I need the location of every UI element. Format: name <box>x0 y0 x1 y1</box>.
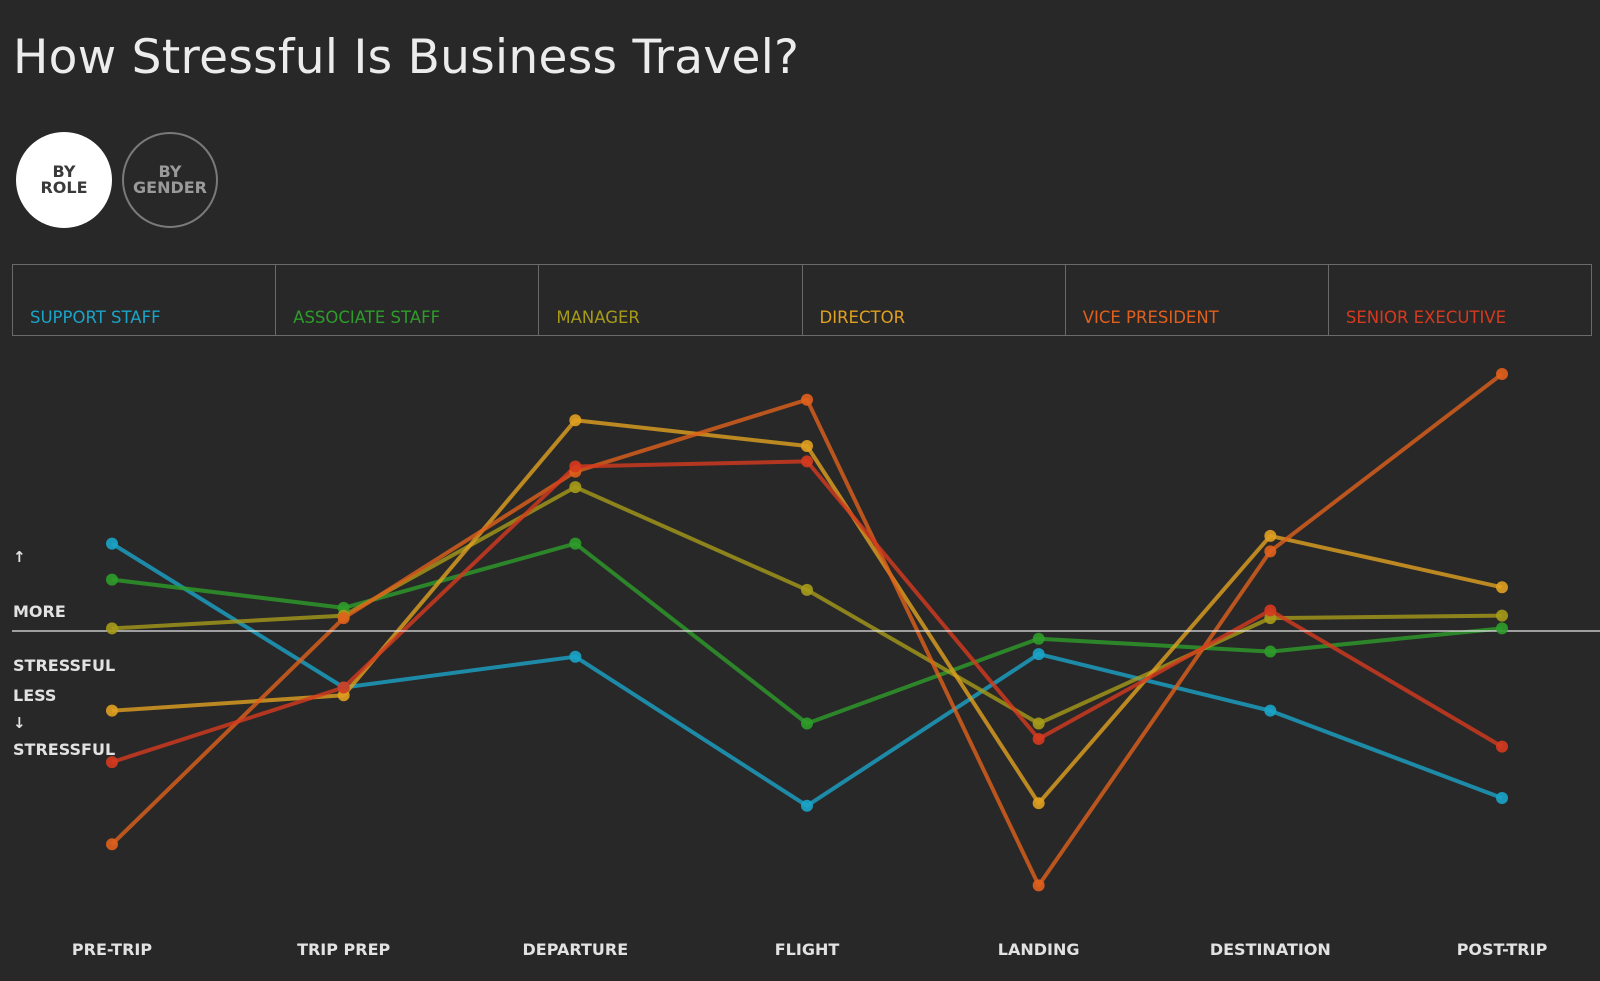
by-gender-toggle-button[interactable]: BY GENDER <box>122 132 218 228</box>
down-arrow-icon: ↓ <box>13 714 26 732</box>
data-point-associate-staff-destination[interactable] <box>1264 645 1277 658</box>
legend: SUPPORT STAFF ASSOCIATE STAFF MANAGER DI… <box>12 264 1593 336</box>
more-stressful-line2: STRESSFUL <box>13 656 116 675</box>
data-point-director-pre-trip[interactable] <box>106 704 118 717</box>
data-point-director-flight[interactable] <box>801 439 813 452</box>
legend-label-vice-president: VICE PRESIDENT <box>1082 308 1219 327</box>
data-point-senior-executive-departure[interactable] <box>569 460 582 473</box>
page-title: How Stressful Is Business Travel? <box>13 30 800 85</box>
data-point-support-staff-destination[interactable] <box>1264 704 1277 717</box>
data-point-support-staff-post-trip[interactable] <box>1496 792 1508 805</box>
data-point-senior-executive-flight[interactable] <box>801 455 813 468</box>
data-point-senior-executive-pre-trip[interactable] <box>106 756 118 769</box>
data-point-senior-executive-landing[interactable] <box>1032 732 1045 745</box>
data-point-associate-staff-departure[interactable] <box>569 537 582 550</box>
data-point-vice-president-post-trip[interactable] <box>1496 368 1508 380</box>
data-point-manager-post-trip[interactable] <box>1496 609 1508 622</box>
legend-item-vice-president[interactable]: VICE PRESIDENT <box>1064 264 1329 336</box>
data-point-vice-president-flight[interactable] <box>801 393 813 406</box>
data-point-support-staff-flight[interactable] <box>801 799 813 812</box>
data-point-support-staff-landing[interactable] <box>1032 648 1045 661</box>
less-stressful-line2: STRESSFUL <box>13 740 116 759</box>
data-point-associate-staff-landing[interactable] <box>1032 632 1045 645</box>
data-point-senior-executive-post-trip[interactable] <box>1496 740 1508 753</box>
more-stressful-line1: MORE <box>13 602 66 621</box>
data-point-vice-president-landing[interactable] <box>1032 879 1045 892</box>
data-point-manager-landing[interactable] <box>1032 717 1045 730</box>
series-line-director <box>111 418 1503 806</box>
data-point-director-post-trip[interactable] <box>1496 581 1508 594</box>
up-arrow-icon: ↑ <box>13 548 26 566</box>
data-point-vice-president-destination[interactable] <box>1264 545 1277 558</box>
legend-label-support-staff: SUPPORT STAFF <box>30 308 161 327</box>
by-role-label-line2: ROLE <box>40 178 88 197</box>
data-point-director-landing[interactable] <box>1032 797 1045 810</box>
by-gender-label-line1: BY <box>158 162 182 181</box>
data-point-vice-president-trip-prep[interactable] <box>337 612 350 625</box>
less-stressful-line1: LESS <box>13 686 57 705</box>
legend-item-manager[interactable]: MANAGER <box>538 264 803 336</box>
data-point-vice-president-pre-trip[interactable] <box>106 838 118 851</box>
legend-label-senior-executive: SENIOR EXECUTIVE <box>1345 308 1507 327</box>
data-point-support-staff-departure[interactable] <box>569 650 582 663</box>
data-point-director-destination[interactable] <box>1264 529 1277 542</box>
legend-label-manager: MANAGER <box>556 308 640 327</box>
x-tick-label-post-trip: POST-TRIP <box>1457 940 1548 959</box>
by-role-label-line1: BY <box>52 162 76 181</box>
data-point-director-departure[interactable] <box>569 414 582 427</box>
data-point-manager-flight[interactable] <box>801 583 813 596</box>
data-point-associate-staff-post-trip[interactable] <box>1496 622 1508 635</box>
data-point-support-staff-pre-trip[interactable] <box>106 537 118 550</box>
legend-label-associate-staff: ASSOCIATE STAFF <box>293 308 441 327</box>
x-tick-label-trip-prep: TRIP PREP <box>297 940 390 959</box>
data-point-manager-pre-trip[interactable] <box>106 622 118 635</box>
x-tick-label-pre-trip: PRE-TRIP <box>72 940 152 959</box>
by-role-toggle-button[interactable]: BY ROLE <box>16 132 112 228</box>
x-tick-label-flight: FLIGHT <box>775 940 840 959</box>
series-line-support-staff <box>110 541 1503 808</box>
legend-item-support-staff[interactable]: SUPPORT STAFF <box>12 264 277 336</box>
series-points <box>106 368 1508 892</box>
x-tick-label-departure: DEPARTURE <box>523 940 629 959</box>
data-point-associate-staff-pre-trip[interactable] <box>106 573 118 586</box>
series-line-senior-executive <box>111 459 1504 765</box>
legend-item-associate-staff[interactable]: ASSOCIATE STAFF <box>275 264 540 336</box>
legend-item-senior-executive[interactable]: SENIOR EXECUTIVE <box>1327 264 1593 336</box>
x-tick-label-landing: LANDING <box>998 940 1080 959</box>
data-point-associate-staff-flight[interactable] <box>801 717 813 730</box>
x-tick-label-destination: DESTINATION <box>1210 940 1331 959</box>
x-axis-labels: PRE-TRIP TRIP PREP DEPARTURE FLIGHT LANDING D… <box>72 940 1548 959</box>
legend-item-director[interactable]: DIRECTOR <box>801 264 1066 336</box>
less-stressful-label: LESS STRESSFUL <box>13 655 133 790</box>
legend-label-director: DIRECTOR <box>819 308 906 327</box>
data-point-senior-executive-destination[interactable] <box>1264 604 1277 617</box>
data-point-senior-executive-trip-prep[interactable] <box>337 681 350 694</box>
by-gender-label-line2: GENDER <box>133 178 207 197</box>
data-point-manager-departure[interactable] <box>569 481 582 494</box>
more-stressful-label: MORE STRESSFUL <box>13 571 133 706</box>
